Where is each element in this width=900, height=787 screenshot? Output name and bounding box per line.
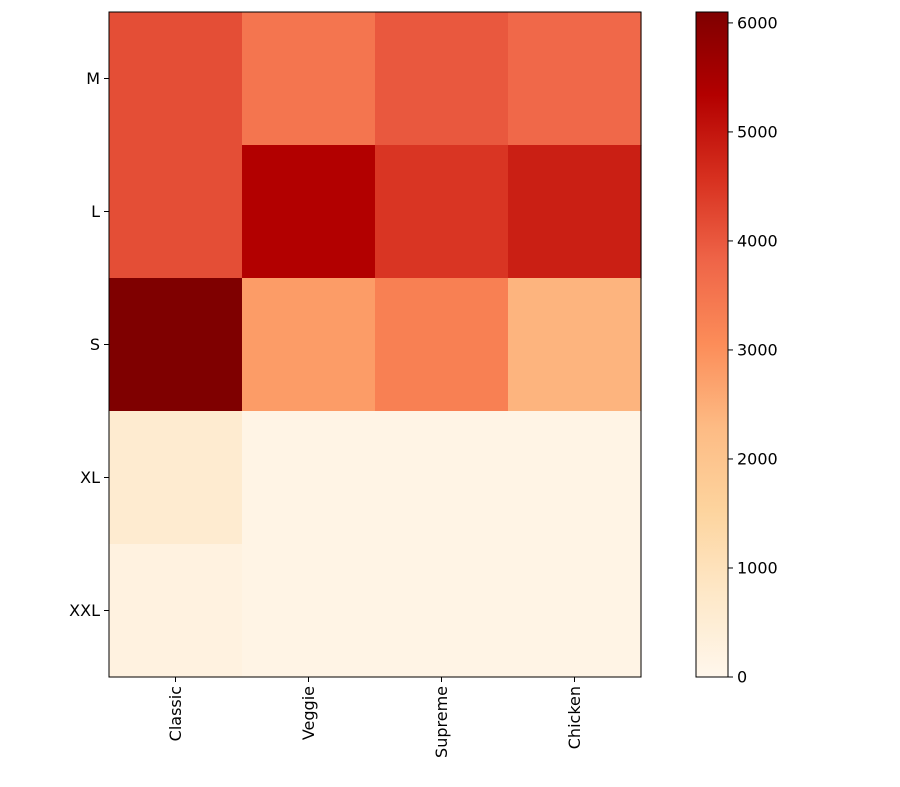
heatmap-cell (508, 278, 642, 412)
colorbar-gradient (695, 11, 729, 678)
colorbar-tick-label: 2000 (737, 449, 778, 468)
heatmap-cell (109, 544, 243, 678)
colorbar-tick-label: 3000 (737, 340, 778, 359)
colorbar-tick-label: 5000 (737, 122, 778, 141)
y-tick-label: L (91, 202, 100, 221)
heatmap-cell (375, 145, 509, 279)
y-tick-label: XL (80, 468, 100, 487)
heatmap-cell (508, 411, 642, 545)
x-tick-label: Chicken (565, 686, 584, 749)
colorbar-tick-label: 4000 (737, 231, 778, 250)
x-tick-label: Classic (166, 686, 185, 741)
heatmap-cell (242, 12, 376, 146)
heatmap-cells (109, 12, 642, 678)
heatmap-cell (242, 145, 376, 279)
y-tick-label: M (86, 69, 100, 88)
heatmap-cell (375, 544, 509, 678)
heatmap-cell (109, 411, 243, 545)
y-tick-label: XXL (69, 601, 100, 620)
x-tick-label: Supreme (432, 686, 451, 758)
heatmap-cell (242, 411, 376, 545)
heatmap-cell (109, 278, 243, 412)
heatmap-cell (508, 145, 642, 279)
colorbar-tick-label: 0 (737, 668, 747, 687)
y-axis: M L S XL XXL (69, 69, 109, 620)
heatmap-cell (109, 12, 243, 146)
x-axis: Classic Veggie Supreme Chicken (166, 677, 584, 758)
heatmap-cell (375, 278, 509, 412)
colorbar-tick-label: 1000 (737, 558, 778, 577)
colorbar-tick-label: 6000 (737, 13, 778, 32)
y-tick-label: S (90, 335, 100, 354)
heatmap-cell (242, 544, 376, 678)
heatmap-cell (109, 145, 243, 279)
heatmap-cell (375, 411, 509, 545)
heatmap-cell (508, 544, 642, 678)
x-tick-label: Veggie (299, 686, 318, 740)
heatmap-cell (242, 278, 376, 412)
heatmap-cell (508, 12, 642, 146)
colorbar: 0 1000 2000 3000 4000 5000 6000 (695, 11, 778, 687)
heatmap-cell (375, 12, 509, 146)
